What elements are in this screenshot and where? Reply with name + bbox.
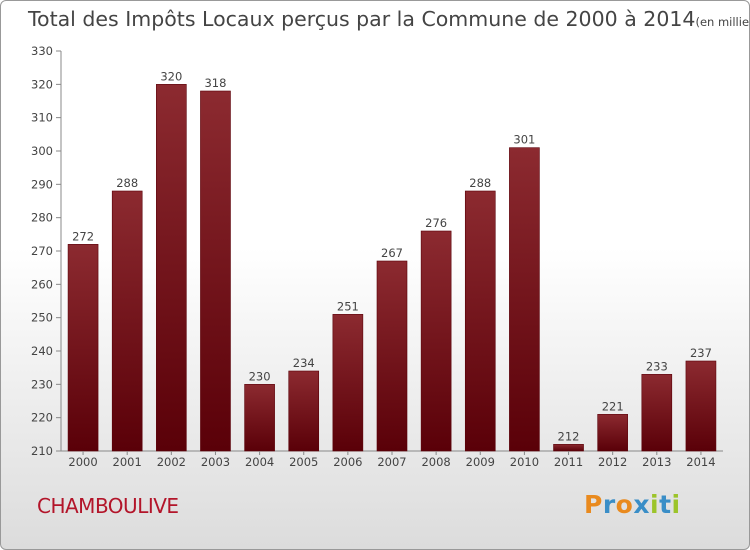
x-tick-label: 2007 xyxy=(377,455,406,469)
bar xyxy=(111,190,143,452)
x-tick-label: 2000 xyxy=(68,455,97,469)
x-tick-label: 2006 xyxy=(333,455,362,469)
bar-value-label: 237 xyxy=(690,346,712,360)
y-tick-label: 230 xyxy=(31,377,53,391)
bar-value-label: 320 xyxy=(160,69,182,83)
chart-unit: (en milliers d'€) xyxy=(695,15,750,29)
x-tick-label: 2002 xyxy=(157,455,186,469)
bar xyxy=(332,314,364,452)
logo-letter: i xyxy=(671,490,681,519)
y-tick-label: 220 xyxy=(31,411,53,425)
bar-value-label: 221 xyxy=(602,399,624,413)
bar xyxy=(376,260,408,452)
bar-value-label: 267 xyxy=(381,246,403,260)
bar xyxy=(641,374,673,452)
chart-title: Total des Impôts Locaux perçus par la Co… xyxy=(28,7,696,31)
bar-value-label: 272 xyxy=(72,229,94,243)
bar xyxy=(464,190,496,452)
bars xyxy=(67,84,717,452)
x-tick-label: 2009 xyxy=(466,455,495,469)
bar-value-label: 234 xyxy=(293,356,315,370)
bar xyxy=(553,444,584,452)
bar xyxy=(156,84,187,452)
x-tick-label: 2005 xyxy=(289,455,318,469)
y-tick-label: 240 xyxy=(31,344,53,358)
logo-letter: o xyxy=(615,490,634,519)
bar-value-label: 230 xyxy=(249,369,271,383)
bar xyxy=(67,244,99,452)
x-tick-label: 2014 xyxy=(686,455,715,469)
bar xyxy=(420,230,452,452)
bar-value-label: 276 xyxy=(425,216,447,230)
logo-letter: t xyxy=(659,490,672,519)
bar xyxy=(244,384,275,452)
y-tick-label: 300 xyxy=(31,144,53,158)
value-labels: 272 288 320 318 230 234 251 267 276 288 301 212 221 2… xyxy=(72,69,712,443)
commune-name: CHAMBOULIVE xyxy=(37,494,179,518)
y-tick-label: 310 xyxy=(31,111,53,125)
bar xyxy=(509,147,540,452)
y-tick-label: 290 xyxy=(31,177,53,191)
y-tick-label: 210 xyxy=(31,444,53,458)
x-tick-label: 2008 xyxy=(421,455,450,469)
logo-letter: x xyxy=(633,490,650,519)
bar xyxy=(597,414,628,452)
bar-value-label: 288 xyxy=(469,176,491,190)
x-tick-label: 2011 xyxy=(554,455,583,469)
x-tick-label: 2012 xyxy=(598,455,627,469)
logo-letter: i xyxy=(650,490,660,519)
x-tick-label: 2004 xyxy=(245,455,274,469)
bar-value-label: 288 xyxy=(116,176,138,190)
axes: 210 220 230 240 250 260 270 280 290 300 310 320 330 xyxy=(31,44,723,458)
bar-value-label: 233 xyxy=(646,359,668,373)
bar-value-label: 301 xyxy=(513,133,535,147)
logo-letter: P xyxy=(584,490,603,519)
bar-value-label: 318 xyxy=(204,76,226,90)
y-tick-label: 270 xyxy=(31,244,53,258)
bar-value-label: 251 xyxy=(337,299,359,313)
logo-letter: r xyxy=(602,490,616,519)
y-tick-label: 280 xyxy=(31,211,53,225)
y-tick-label: 330 xyxy=(31,44,53,58)
bar xyxy=(288,370,320,452)
x-tick-labels: 2000 2001 2002 2003 2004 2005 2006 2007 2008 2009… xyxy=(68,451,716,469)
y-tick-label: 250 xyxy=(31,311,53,325)
bar xyxy=(685,360,717,452)
bar xyxy=(200,90,231,452)
proxiti-logo: Proxiti xyxy=(584,490,681,519)
chart-title-block: Total des Impôts Locaux perçus par la Co… xyxy=(28,7,750,31)
bar-value-label: 212 xyxy=(558,429,580,443)
x-tick-label: 2013 xyxy=(642,455,671,469)
y-tick-label: 260 xyxy=(31,277,53,291)
y-tick-label: 320 xyxy=(31,77,53,91)
x-tick-label: 2010 xyxy=(510,455,539,469)
x-tick-label: 2003 xyxy=(201,455,230,469)
x-tick-label: 2001 xyxy=(113,455,142,469)
